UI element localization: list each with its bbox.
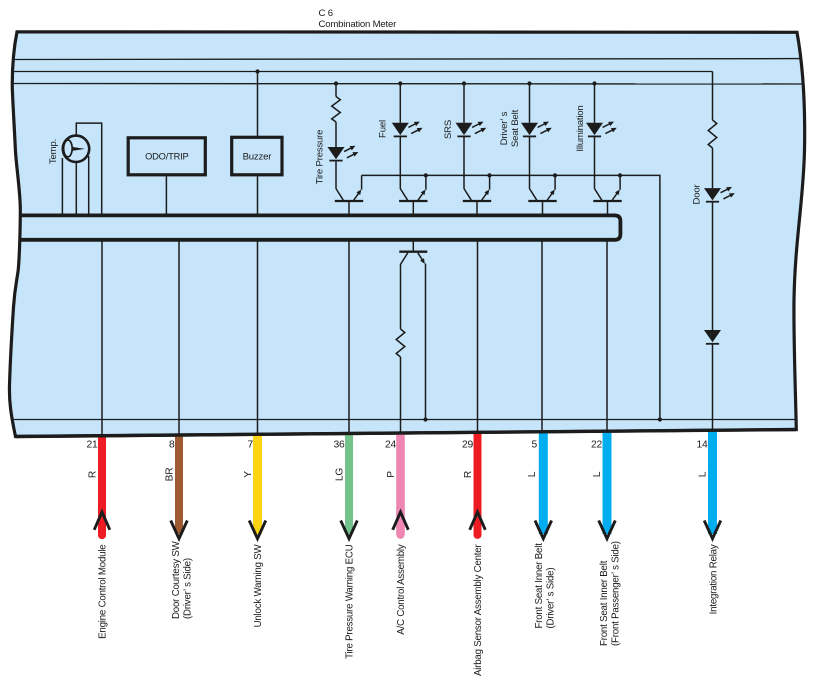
svg-text:L: L [527, 471, 538, 477]
svg-text:Engine Control Module: Engine Control Module [98, 545, 109, 639]
svg-text:Integration Relay: Integration Relay [709, 544, 720, 614]
svg-text:LG: LG [335, 468, 346, 481]
svg-text:14: 14 [696, 439, 708, 450]
svg-text:Front Seat Inner Belt(Driver’: Front Seat Inner Belt(Driver’ s Side) [534, 543, 557, 629]
svg-text:36: 36 [333, 439, 345, 450]
svg-text:R: R [463, 471, 474, 478]
svg-text:Driver’ sSeat Belt: Driver’ sSeat Belt [499, 109, 521, 147]
svg-text:8: 8 [169, 439, 175, 450]
svg-text:SRS: SRS [443, 120, 454, 139]
svg-text:21: 21 [86, 439, 98, 450]
svg-text:22: 22 [591, 439, 603, 450]
svg-text:Illumination: Illumination [575, 105, 586, 151]
svg-text:ODO/TRIP: ODO/TRIP [145, 152, 188, 162]
svg-text:Buzzer: Buzzer [243, 152, 273, 163]
svg-text:Temp.: Temp. [48, 139, 59, 164]
svg-text:Y: Y [243, 471, 254, 478]
svg-text:5: 5 [531, 439, 537, 450]
svg-text:Tire Pressure Warning ECU: Tire Pressure Warning ECU [345, 544, 356, 659]
svg-text:Unlock Warning SW: Unlock Warning SW [253, 543, 264, 627]
svg-text:24: 24 [385, 439, 397, 450]
svg-text:C 6: C 6 [319, 8, 333, 19]
svg-text:Front Seat Inner Belt(Front Pa: Front Seat Inner Belt(Front Passenger’ s… [599, 541, 622, 646]
svg-text:L: L [592, 471, 603, 477]
svg-text:P: P [386, 471, 397, 478]
svg-text:Door Courtesy SW(Driver’ s Sid: Door Courtesy SW(Driver’ s Side) [171, 540, 194, 619]
svg-text:BR: BR [165, 468, 176, 482]
svg-text:Door: Door [692, 184, 703, 205]
svg-text:Combination Meter: Combination Meter [319, 19, 398, 30]
svg-text:L: L [698, 471, 709, 477]
svg-text:7: 7 [247, 439, 253, 450]
svg-text:R: R [88, 471, 99, 478]
svg-text:Tire Pressure: Tire Pressure [315, 130, 326, 185]
svg-text:Airbag Sensor Assembly Center: Airbag Sensor Assembly Center [473, 544, 484, 676]
svg-text:A/C Control Assembly: A/C Control Assembly [396, 544, 407, 635]
svg-text:29: 29 [462, 439, 474, 450]
svg-text:Fuel: Fuel [378, 120, 389, 138]
